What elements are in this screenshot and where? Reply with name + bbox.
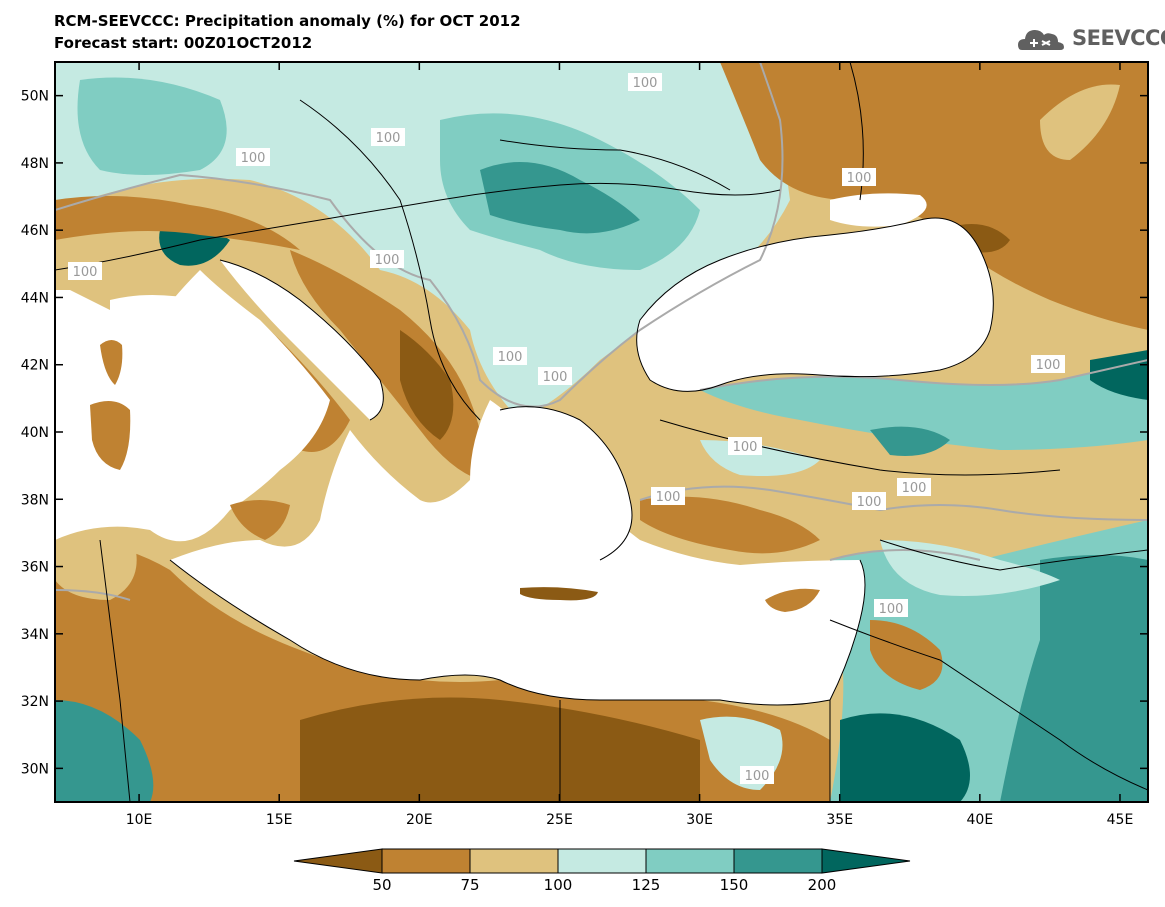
colorbar-box bbox=[469, 848, 559, 874]
lon-tick-label: 45E bbox=[1107, 812, 1134, 828]
latitude-axis: 50N 48N 46N 44N 42N 40N 38N 36N 34N 32N 30N bbox=[21, 89, 1148, 777]
contour-label: 100 bbox=[73, 265, 98, 280]
lat-tick-label: 30N bbox=[21, 761, 49, 777]
colorbar-label: 150 bbox=[720, 876, 749, 894]
sicily-island bbox=[230, 500, 290, 540]
very-dry-region-libya bbox=[300, 697, 700, 802]
forecast-start-label: Forecast start: 00Z01OCT2012 bbox=[54, 34, 313, 52]
contour-label: 100 bbox=[902, 481, 927, 496]
lat-tick-label: 40N bbox=[21, 425, 49, 441]
dry-region-anatolia bbox=[640, 496, 820, 554]
lat-tick-label: 48N bbox=[21, 156, 49, 172]
contour-label: 100 bbox=[543, 370, 568, 385]
wet-region-tunisia bbox=[55, 700, 154, 802]
lon-tick-label: 40E bbox=[967, 812, 994, 828]
colorbar-label: 75 bbox=[460, 876, 479, 894]
wet-region-pontic bbox=[700, 360, 1148, 450]
contour-label: 100 bbox=[633, 76, 658, 91]
wet-core-adriatic bbox=[159, 226, 230, 266]
colorbar-upper-arrow bbox=[821, 848, 911, 874]
dry-region-jordan bbox=[870, 620, 943, 690]
contour-label: 100 bbox=[241, 151, 266, 166]
contour-label: 100 bbox=[1036, 358, 1061, 373]
contour-label: 100 bbox=[498, 350, 523, 365]
sardinia-island bbox=[90, 401, 131, 470]
lat-tick-label: 44N bbox=[21, 290, 49, 306]
colorbar-label: 50 bbox=[372, 876, 391, 894]
lon-tick-label: 25E bbox=[546, 812, 573, 828]
dry-region-north-italy bbox=[55, 196, 300, 250]
colorbar-box bbox=[733, 848, 823, 874]
wet-core-pontic bbox=[870, 426, 950, 456]
adriatic-sea bbox=[220, 260, 384, 420]
contour-labels: 100 100 100 100 100 100 100 100 100 100 … bbox=[68, 73, 1065, 784]
black-sea bbox=[636, 218, 994, 392]
lat-tick-label: 38N bbox=[21, 492, 49, 508]
azov-sea bbox=[830, 193, 927, 227]
colorbar-box bbox=[381, 848, 471, 874]
moist-region-north-east bbox=[1040, 84, 1120, 160]
lat-tick-label: 50N bbox=[21, 89, 49, 105]
wet-region-alps bbox=[77, 77, 227, 175]
colorbar-box bbox=[557, 848, 647, 874]
contour-label: 100 bbox=[879, 602, 904, 617]
seevccc-logo-text: SEEVCCC bbox=[1072, 26, 1165, 50]
colorbar-label: 125 bbox=[632, 876, 661, 894]
lon-tick-label: 35E bbox=[826, 812, 853, 828]
lon-tick-label: 20E bbox=[406, 812, 433, 828]
aegean-sea bbox=[500, 406, 632, 560]
colorbar-label: 100 bbox=[544, 876, 573, 894]
wet-core-middle-east bbox=[1000, 555, 1148, 802]
very-wet-core-arabia bbox=[840, 713, 970, 802]
lon-tick-label: 30E bbox=[686, 812, 713, 828]
contour-label: 100 bbox=[375, 253, 400, 268]
colorbar-lower-arrow bbox=[293, 848, 383, 874]
wet-core-pannonian bbox=[480, 162, 640, 234]
very-dry-region-balkans bbox=[400, 330, 454, 440]
lat-tick-label: 42N bbox=[21, 358, 49, 374]
lat-tick-label: 36N bbox=[21, 560, 49, 576]
corsica-island bbox=[100, 340, 123, 385]
contour-lines bbox=[55, 62, 1148, 601]
colorbar-box bbox=[645, 848, 735, 874]
longitude-axis: 10E 15E 20E 25E 30E 35E 40E 45E bbox=[126, 62, 1134, 828]
contour-label: 100 bbox=[376, 131, 401, 146]
colorbar-legend: 50 75 100 125 150 200 bbox=[293, 848, 911, 894]
cyprus-island bbox=[765, 588, 820, 612]
contour-label: 100 bbox=[857, 495, 882, 510]
colorbar-label: 200 bbox=[808, 876, 837, 894]
contour-label: 100 bbox=[733, 440, 758, 455]
country-borders bbox=[55, 62, 1148, 802]
cloud-logo-icon bbox=[1018, 30, 1064, 50]
moist-region-north-west-africa bbox=[55, 530, 137, 600]
lat-tick-label: 46N bbox=[21, 223, 49, 239]
contour-label: 100 bbox=[847, 171, 872, 186]
contour-label: 100 bbox=[656, 490, 681, 505]
coastlines bbox=[169, 217, 994, 706]
lon-tick-label: 15E bbox=[266, 812, 293, 828]
contour-label: 100 bbox=[745, 769, 770, 784]
lat-tick-label: 34N bbox=[21, 627, 49, 643]
lon-tick-label: 10E bbox=[126, 812, 153, 828]
tyrrhenian-sea bbox=[110, 295, 290, 480]
map-title: RCM-SEEVCCC: Precipitation anomaly (%) f… bbox=[54, 12, 521, 30]
crete-island bbox=[520, 587, 598, 601]
lat-tick-label: 32N bbox=[21, 694, 49, 710]
